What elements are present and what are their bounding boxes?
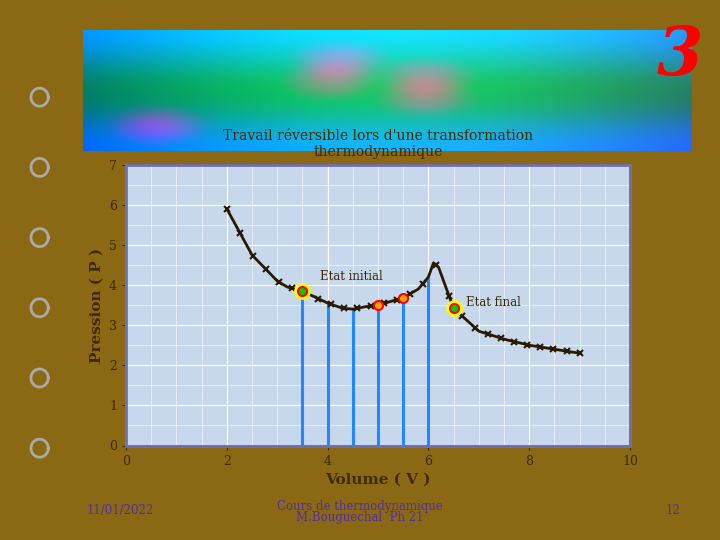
X-axis label: Volume ( V ): Volume ( V ) [325, 473, 431, 487]
Y-axis label: Pression ( P ): Pression ( P ) [89, 247, 104, 363]
Text: M.Bouguechal  Ph 21: M.Bouguechal Ph 21 [296, 511, 424, 524]
Text: Cours de thermodynamique: Cours de thermodynamique [277, 500, 443, 513]
Text: Etat final: Etat final [467, 295, 521, 308]
Text: 12: 12 [666, 504, 680, 517]
Text: 3: 3 [657, 24, 703, 89]
Text: Etat initial: Etat initial [320, 270, 383, 283]
Text: 11/01/2022: 11/01/2022 [86, 504, 153, 517]
Title: Travail réversible lors d'une transformation
thermodynamique: Travail réversible lors d'une transforma… [223, 129, 533, 159]
